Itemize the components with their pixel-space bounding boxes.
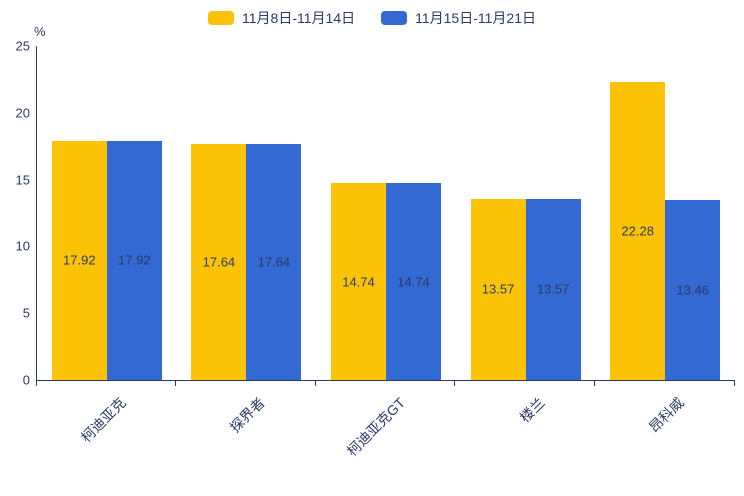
x-axis-label-cell: 昂科威 [594,381,734,491]
bar-series2: 17.64 [246,144,302,380]
bar-group: 14.74 14.74 [316,46,456,380]
bar-value-label: 14.74 [397,274,430,290]
x-axis-category-label: 楼兰 [516,394,548,426]
x-axis-category-label: 昂科威 [645,394,687,436]
bar-value-label: 22.28 [621,223,654,239]
y-axis-tick-label: 25 [15,38,30,54]
y-axis-tick-label: 5 [22,305,30,321]
plot-area: 17.92 17.92 17.64 17.64 14.74 14.74 13.57 13.57… [36,46,735,381]
bar-series1: 17.92 [51,140,107,380]
bar-value-label: 13.46 [676,282,709,298]
x-axis-tick [733,381,735,386]
bar-series2: 13.46 [665,200,721,380]
bar-group: 22.28 13.46 [595,46,735,380]
bar-value-label: 17.64 [202,254,236,270]
y-axis-tick-label: 20 [15,105,30,121]
bar-series1: 14.74 [330,183,386,380]
bar-group: 17.92 17.92 [37,46,177,380]
x-axis-ticks [35,380,735,386]
bar-value-label: 14.74 [342,274,375,290]
y-axis-tick-label: 10 [15,238,30,254]
bar-series2: 13.57 [525,198,581,380]
x-axis-label-cell: 柯迪亚克GT [315,381,455,491]
legend-item-2[interactable]: 11月15日-11月21日 [381,8,536,28]
x-axis-label-cell: 柯迪亚克 [36,381,176,491]
x-axis-tick [314,381,316,386]
bar-series1: 17.64 [191,144,247,380]
bar-group: 13.57 13.57 [456,46,596,380]
bar-value-label: 13.57 [536,281,570,297]
x-axis-labels: 柯迪亚克 探界者 柯迪亚克GT 楼兰 昂科威 [36,381,734,491]
x-axis-category-label: 柯迪亚克GT [343,394,408,460]
bar-value-label: 13.57 [481,281,515,297]
x-axis-tick [35,381,37,386]
y-axis-tick-label: 15 [15,172,30,188]
legend: 11月8日-11月14日 11月15日-11月21日 [0,8,744,28]
bar-group: 17.64 17.64 [177,46,317,380]
x-axis-tick [175,381,177,386]
bar-series2: 14.74 [385,183,441,380]
legend-swatch-icon [381,11,408,25]
bar-value-label: 17.92 [118,252,151,268]
bar-value-label: 17.64 [257,254,291,270]
x-axis-category-label: 探界者 [227,394,269,436]
x-axis-tick [593,381,595,386]
x-axis-category-label: 柯迪亚克 [77,394,129,446]
bar-series2: 17.92 [106,140,162,380]
bar-series1: 13.57 [470,198,526,380]
legend-item-label: 11月15日-11月21日 [415,10,536,26]
bar-value-label: 17.92 [63,252,96,268]
y-axis-tick-label: 0 [22,372,30,388]
x-axis-label-cell: 楼兰 [455,381,595,491]
bar-series1: 22.28 [610,82,666,380]
legend-item-label: 11月8日-11月14日 [242,10,356,26]
x-axis-label-cell: 探界者 [176,381,316,491]
y-axis-unit-label: % [34,24,46,39]
legend-item-1[interactable]: 11月8日-11月14日 [208,8,355,28]
x-axis-tick [454,381,456,386]
legend-swatch-icon [208,11,235,25]
y-axis-labels: 0 5 10 15 20 25 [0,39,30,388]
